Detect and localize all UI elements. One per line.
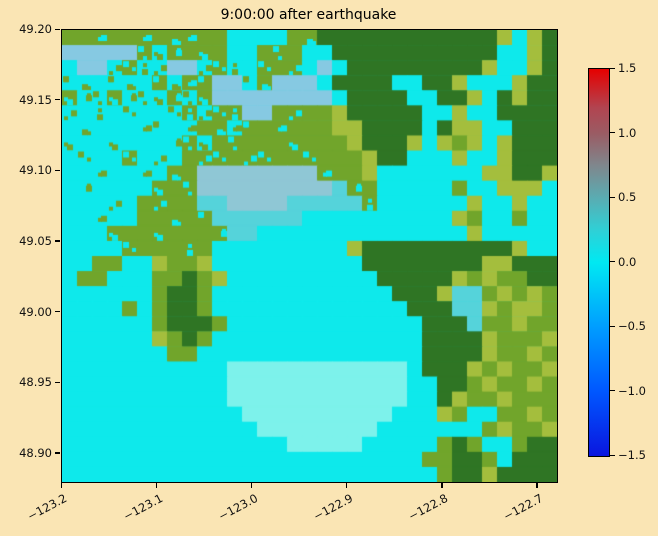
- colorbar-tick-label: 0.0: [618, 254, 637, 269]
- y-tick-label: 49.20: [19, 22, 52, 36]
- y-tick-label: 49.10: [19, 163, 52, 178]
- colorbar-tick-label: −1.0: [618, 383, 646, 398]
- colorbar-tick-mark: [610, 390, 615, 392]
- x-tick-mark: [441, 483, 443, 488]
- colorbar-tick-label: −0.5: [618, 319, 646, 333]
- x-tick-label: −123.2: [25, 491, 70, 524]
- colorbar-tick-mark: [610, 132, 615, 134]
- x-tick-mark: [250, 483, 253, 488]
- colorbar-tick-mark: [610, 454, 615, 456]
- y-tick-label: 49.15: [19, 92, 52, 107]
- x-tick-label: −123.0: [215, 491, 260, 524]
- colorbar-tick-mark: [610, 325, 615, 327]
- chart-title: 9:00:00 after earthquake: [220, 7, 397, 23]
- colorbar-tick-mark: [610, 196, 615, 198]
- x-tick-mark: [536, 483, 538, 488]
- colorbar-tick-mark: [610, 67, 615, 69]
- y-tick-mark: [55, 311, 60, 313]
- y-tick-label: 49.05: [19, 233, 52, 248]
- y-tick-label: 49.00: [19, 304, 52, 319]
- x-tick-label: −122.7: [501, 491, 546, 524]
- plot-area: [61, 29, 558, 483]
- y-tick-mark: [55, 28, 60, 30]
- colorbar-tick-label: 1.0: [618, 125, 637, 140]
- y-tick-mark: [55, 381, 60, 383]
- x-tick-label: −122.9: [310, 491, 356, 524]
- colorbar: [588, 68, 610, 457]
- colorbar-tick-label: 0.5: [618, 190, 637, 204]
- x-tick-label: −122.8: [406, 491, 451, 524]
- y-tick-mark: [55, 169, 60, 172]
- colorbar-tick-label: 1.5: [618, 61, 637, 75]
- map-heatmap-canvas: [62, 30, 557, 482]
- y-tick-label: 48.90: [19, 445, 52, 460]
- x-tick-mark: [155, 483, 157, 488]
- y-tick-label: 48.95: [19, 375, 52, 390]
- y-tick-mark: [55, 240, 60, 242]
- x-tick-mark: [346, 483, 348, 488]
- y-tick-mark: [55, 452, 60, 454]
- x-tick-mark: [60, 483, 62, 488]
- x-tick-label: −123.1: [120, 491, 165, 524]
- colorbar-tick-mark: [610, 261, 615, 263]
- y-tick-mark: [55, 99, 60, 101]
- colorbar-gradient: [589, 69, 609, 456]
- colorbar-tick-label: −1.5: [618, 448, 646, 462]
